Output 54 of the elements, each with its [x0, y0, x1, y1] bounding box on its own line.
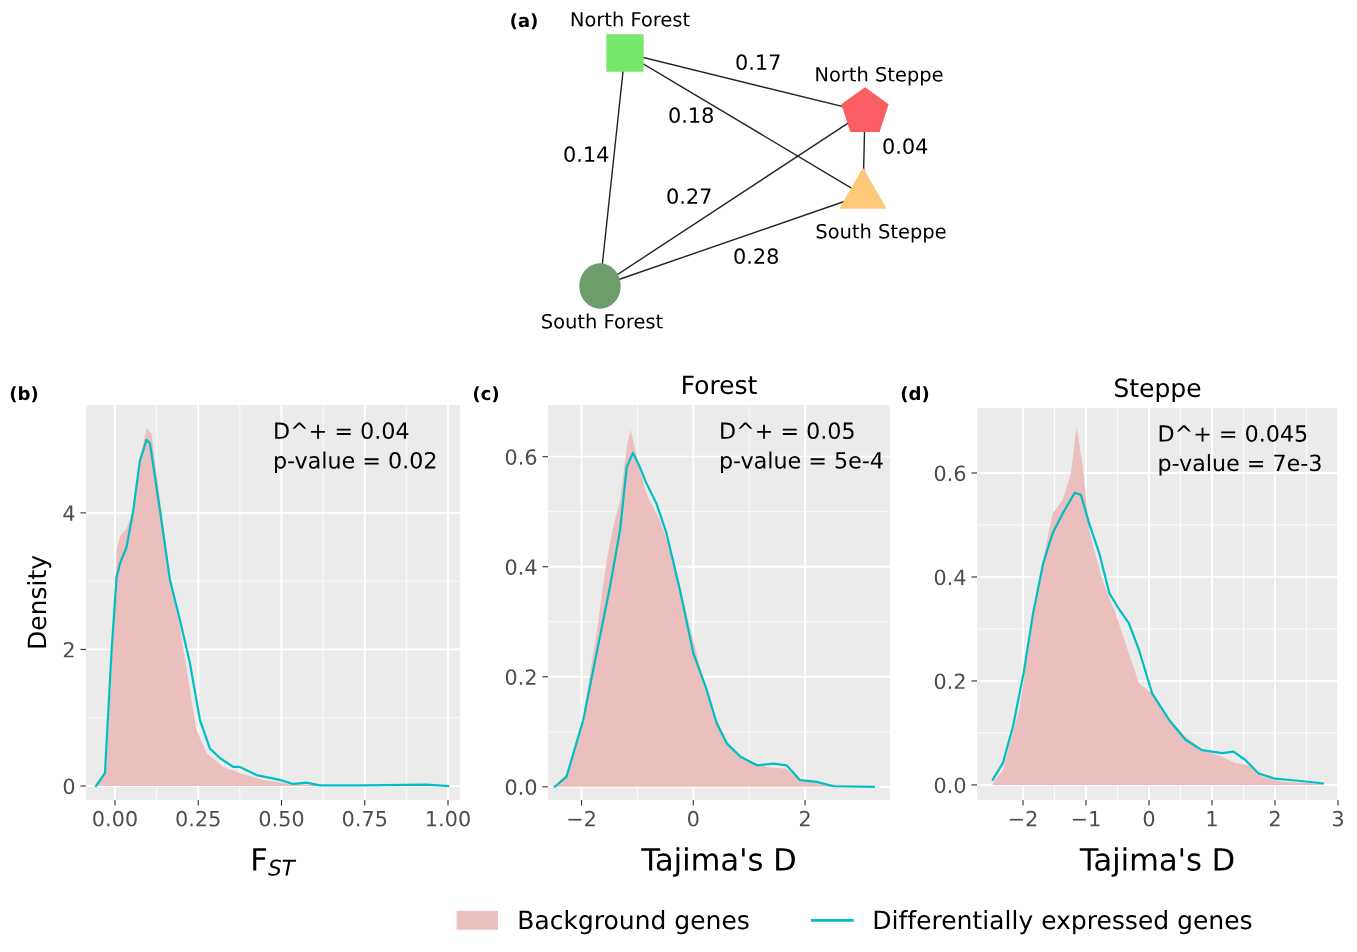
text: 0.04: [883, 138, 928, 155]
legend-label: Background genes: [519, 910, 749, 935]
chart-title: (c): [473, 386, 499, 403]
chart-subtitle: Forest: [683, 375, 757, 395]
x-axis-title: Tajima's D: [641, 847, 795, 877]
x-tick-label: −1: [1072, 811, 1100, 827]
x-tick-label: 1.00: [427, 810, 470, 827]
annotation: p-value = 0.02: [275, 451, 436, 474]
y-tick-label: 0.2: [505, 669, 536, 685]
x-tick-label: 0.50: [259, 810, 304, 827]
y-tick-label: 0.0: [505, 779, 537, 796]
x-tick-label: 1: [1207, 811, 1217, 827]
x-tick-label: −2: [1009, 810, 1037, 827]
x-axis-title: Tajima's D: [1079, 847, 1234, 877]
category-label: South Steppe: [816, 223, 946, 243]
y-tick-label: 2: [63, 641, 74, 658]
category-label: North Steppe: [816, 66, 943, 86]
text: (a): [511, 13, 537, 30]
x-tick-label: 0: [1143, 810, 1155, 827]
line-series: [991, 491, 1324, 785]
annotation: D^+ = 0.04: [275, 422, 409, 440]
chart-subtitle: Steppe: [1115, 378, 1201, 403]
y-tick-label: 4: [63, 505, 75, 521]
x-tick-label: −2: [568, 810, 595, 827]
x-tick-label: 2: [799, 810, 810, 827]
annotation: D^+ = 0.05: [721, 422, 854, 440]
text: 0.17: [736, 54, 780, 71]
chart-title: (d): [901, 386, 929, 403]
text: 0.28: [734, 248, 778, 265]
annotation: D^+ = 0.045: [1159, 425, 1307, 442]
annotation: p-value = 5e-4: [721, 451, 883, 474]
y-tick-label: 0.4: [934, 569, 966, 586]
y-tick-label: 0.0: [934, 777, 966, 794]
category-label: South Forest: [542, 313, 663, 329]
text: 0.27: [667, 188, 711, 205]
x-tick-label: 0.75: [342, 810, 387, 827]
x-axis-title: F$_{ST}$: [253, 848, 297, 876]
y-tick-label: 0.4: [505, 559, 537, 575]
y-tick-label: 0.6: [505, 449, 537, 465]
y-tick-label: 0.6: [934, 465, 966, 482]
legend-label: Differentially expressed genes: [874, 910, 1252, 935]
annotation: p-value = 7e-3: [1159, 454, 1321, 476]
y-axis-title: Density: [27, 555, 52, 648]
text: 0.18: [669, 107, 713, 124]
x-tick-label: 0.25: [176, 810, 220, 827]
x-tick-label: 2: [1269, 810, 1280, 827]
y-tick-label: 0.2: [934, 673, 965, 690]
text: 0.14: [564, 146, 609, 163]
y-tick-label: 0: [63, 778, 75, 795]
x-tick-label: 3: [1332, 810, 1343, 827]
category-label: North Forest: [571, 11, 690, 27]
x-tick-label: 0: [688, 810, 699, 827]
chart-title: (b): [10, 386, 38, 403]
x-tick-label: 0.00: [93, 810, 137, 827]
